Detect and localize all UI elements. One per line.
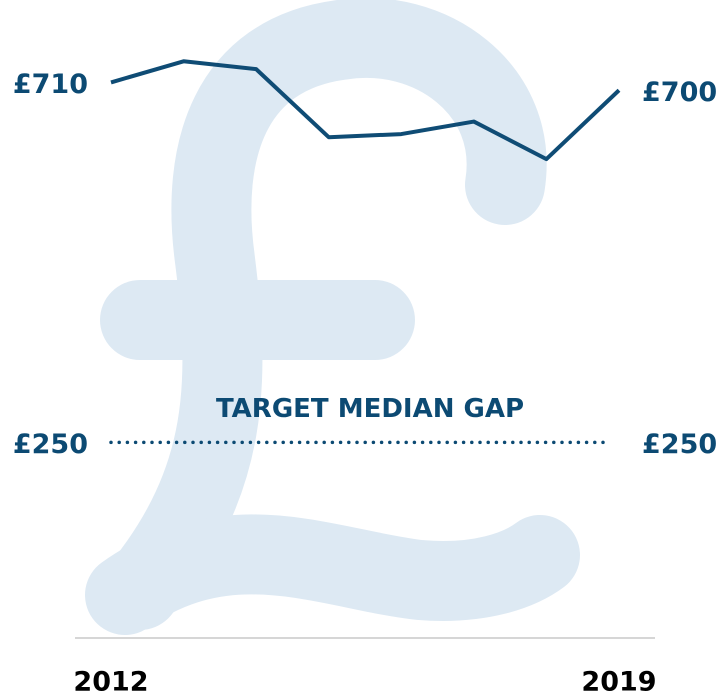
x-tick-label: 2019 xyxy=(581,667,656,697)
value-label: £700 xyxy=(642,77,717,108)
x-tick-label: 2012 xyxy=(73,667,148,697)
chart: 2012 2019 £250 £250 TARGET MEDIAN GAP £710 £70… xyxy=(0,0,726,697)
value-label: £710 xyxy=(13,69,88,100)
target-label-left: £250 xyxy=(13,429,88,460)
pound-base xyxy=(125,554,540,595)
target-annotation: TARGET MEDIAN GAP xyxy=(216,394,524,424)
target-label-right: £250 xyxy=(642,429,717,460)
page: 2012 2019 £250 £250 TARGET MEDIAN GAP £710 £70… xyxy=(0,0,726,697)
